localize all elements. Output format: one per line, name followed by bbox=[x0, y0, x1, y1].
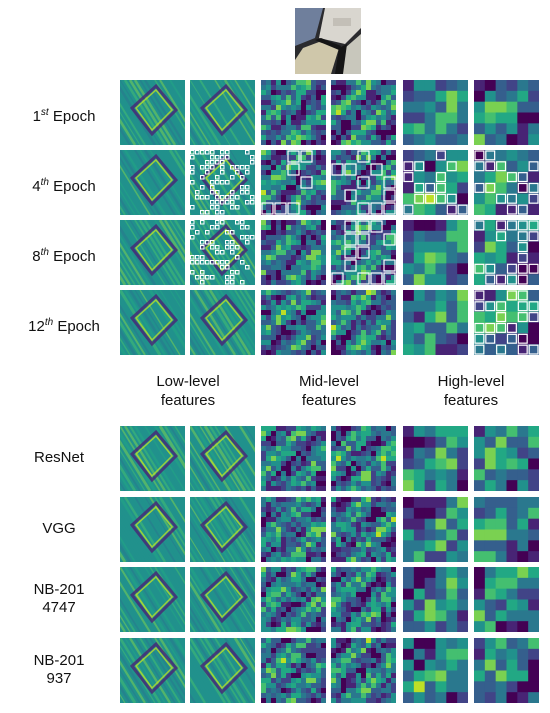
model-row-label: VGG bbox=[10, 520, 108, 538]
model-row-label: NB-201 4747 bbox=[10, 581, 108, 617]
epoch-ordinal-suffix: th bbox=[40, 247, 49, 258]
epoch-row-label: 8th Epoch bbox=[10, 244, 118, 266]
epoch-feature-map bbox=[190, 150, 255, 215]
epoch-feature-map bbox=[261, 290, 326, 355]
model-feature-map bbox=[190, 497, 255, 562]
model-feature-map bbox=[190, 426, 255, 491]
feature-group-line2: features bbox=[301, 392, 357, 409]
model-feature-map bbox=[261, 638, 326, 703]
epoch-feature-map bbox=[261, 80, 326, 145]
model-feature-map bbox=[261, 567, 326, 632]
epoch-ordinal: 12 bbox=[28, 318, 45, 335]
feature-group-label: Low-level features bbox=[120, 372, 256, 410]
model-id: 937 bbox=[46, 670, 72, 687]
model-feature-map bbox=[403, 497, 468, 562]
model-name: NB-201 bbox=[33, 652, 85, 669]
epoch-feature-map bbox=[261, 220, 326, 285]
epoch-row-label: 1st Epoch bbox=[10, 104, 118, 126]
model-row-label: NB-201 937 bbox=[10, 652, 108, 688]
epoch-feature-map bbox=[120, 150, 185, 215]
model-feature-map bbox=[474, 497, 539, 562]
epoch-feature-map bbox=[331, 290, 396, 355]
model-feature-map bbox=[190, 638, 255, 703]
epoch-feature-map bbox=[474, 220, 539, 285]
epoch-word: Epoch bbox=[57, 318, 100, 335]
epoch-row-label: 12th Epoch bbox=[10, 314, 118, 336]
epoch-ordinal: 4 bbox=[32, 178, 41, 195]
epoch-word: Epoch bbox=[52, 108, 96, 125]
epoch-feature-map bbox=[190, 220, 255, 285]
epoch-feature-map bbox=[403, 80, 468, 145]
model-name: ResNet bbox=[33, 449, 85, 466]
epoch-feature-map bbox=[190, 80, 255, 145]
epoch-feature-map bbox=[120, 220, 185, 285]
model-id: 4747 bbox=[42, 599, 76, 616]
epoch-word: Epoch bbox=[53, 178, 96, 195]
epoch-word: Epoch bbox=[53, 248, 96, 265]
model-name: NB-201 bbox=[33, 581, 85, 598]
feature-group-label: Mid-level features bbox=[261, 372, 397, 410]
epoch-ordinal: 8 bbox=[32, 248, 41, 265]
model-feature-map bbox=[331, 638, 396, 703]
epoch-ordinal-suffix: th bbox=[44, 317, 54, 328]
model-feature-map bbox=[403, 638, 468, 703]
epoch-feature-map bbox=[474, 290, 539, 355]
epoch-feature-map bbox=[474, 150, 539, 215]
epoch-row-label: 4th Epoch bbox=[10, 174, 118, 196]
model-feature-map bbox=[120, 638, 185, 703]
model-feature-map bbox=[190, 567, 255, 632]
model-feature-map bbox=[474, 638, 539, 703]
epoch-feature-map bbox=[331, 150, 396, 215]
feature-group-line2: features bbox=[443, 392, 499, 409]
epoch-feature-map bbox=[120, 290, 185, 355]
epoch-feature-map bbox=[261, 150, 326, 215]
epoch-ordinal-suffix: th bbox=[40, 177, 49, 188]
epoch-feature-map bbox=[474, 80, 539, 145]
feature-group-line1: Low-level bbox=[156, 373, 220, 390]
model-feature-map bbox=[331, 567, 396, 632]
model-feature-map bbox=[403, 567, 468, 632]
feature-group-line1: Mid-level bbox=[298, 373, 359, 390]
model-row-label: ResNet bbox=[10, 449, 108, 467]
epoch-feature-map bbox=[403, 150, 468, 215]
model-feature-map bbox=[261, 426, 326, 491]
model-feature-map bbox=[474, 426, 539, 491]
model-feature-map bbox=[120, 426, 185, 491]
epoch-ordinal: 1 bbox=[32, 108, 41, 125]
model-feature-map bbox=[474, 567, 539, 632]
epoch-feature-map bbox=[190, 290, 255, 355]
epoch-feature-map bbox=[331, 220, 396, 285]
model-feature-map bbox=[403, 426, 468, 491]
epoch-feature-map bbox=[403, 220, 468, 285]
model-name: VGG bbox=[42, 520, 76, 537]
feature-group-line2: features bbox=[160, 392, 216, 409]
model-feature-map bbox=[120, 497, 185, 562]
model-feature-map bbox=[261, 497, 326, 562]
model-feature-map bbox=[120, 567, 185, 632]
epoch-feature-map bbox=[120, 80, 185, 145]
input-image-keyboard-key bbox=[295, 8, 361, 74]
feature-group-label: High-level features bbox=[403, 372, 539, 410]
epoch-feature-map bbox=[331, 80, 396, 145]
model-feature-map bbox=[331, 497, 396, 562]
epoch-ordinal-suffix: st bbox=[40, 107, 49, 118]
feature-group-line1: High-level bbox=[437, 373, 505, 390]
epoch-feature-map bbox=[403, 290, 468, 355]
model-feature-map bbox=[331, 426, 396, 491]
